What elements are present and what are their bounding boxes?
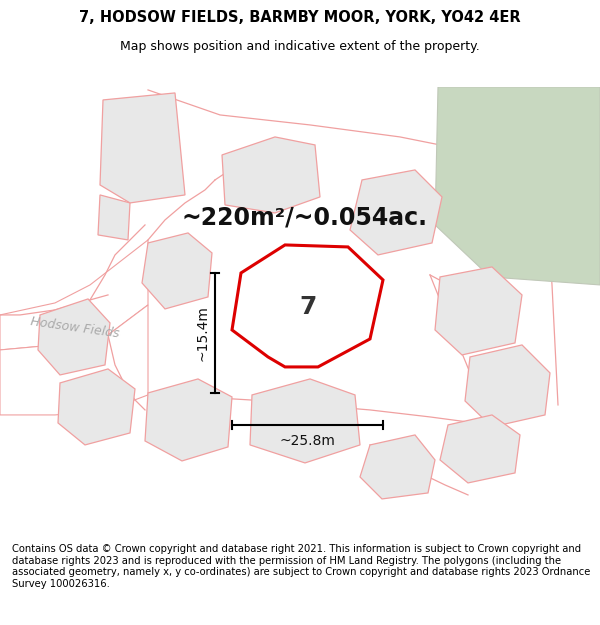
- Polygon shape: [0, 305, 148, 415]
- Polygon shape: [38, 299, 110, 375]
- Polygon shape: [250, 379, 360, 463]
- Text: ~25.8m: ~25.8m: [280, 434, 335, 448]
- Text: ~15.4m: ~15.4m: [196, 305, 210, 361]
- Text: 7: 7: [299, 295, 317, 319]
- Polygon shape: [98, 195, 130, 240]
- Text: 7, HODSOW FIELDS, BARMBY MOOR, YORK, YO42 4ER: 7, HODSOW FIELDS, BARMBY MOOR, YORK, YO4…: [79, 10, 521, 25]
- Polygon shape: [465, 345, 550, 427]
- Polygon shape: [145, 379, 232, 461]
- Text: ~220m²/~0.054ac.: ~220m²/~0.054ac.: [182, 206, 428, 230]
- Polygon shape: [222, 137, 320, 213]
- Polygon shape: [142, 233, 212, 309]
- Polygon shape: [435, 267, 522, 355]
- Polygon shape: [58, 369, 135, 445]
- Polygon shape: [350, 170, 442, 255]
- Text: Hodsow Fields: Hodsow Fields: [30, 315, 120, 341]
- Text: Map shows position and indicative extent of the property.: Map shows position and indicative extent…: [120, 41, 480, 53]
- Polygon shape: [100, 93, 185, 203]
- Polygon shape: [360, 435, 435, 499]
- Text: Contains OS data © Crown copyright and database right 2021. This information is : Contains OS data © Crown copyright and d…: [12, 544, 590, 589]
- Polygon shape: [440, 415, 520, 483]
- Polygon shape: [435, 87, 600, 285]
- Polygon shape: [0, 240, 148, 350]
